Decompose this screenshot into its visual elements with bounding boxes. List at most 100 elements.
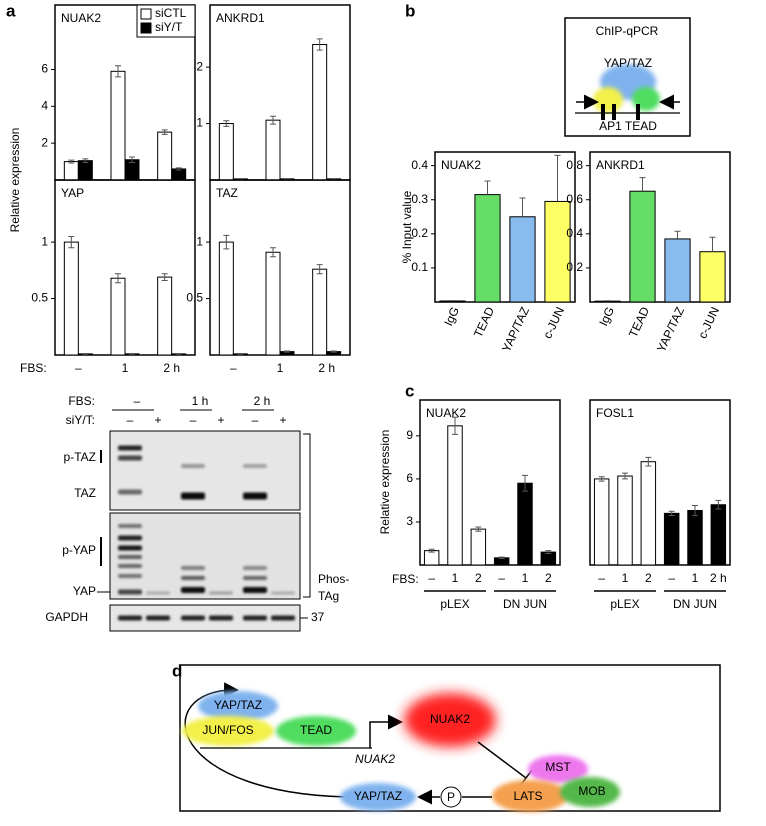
y-tick-label: 1: [41, 234, 48, 248]
x-tick-label: c-JUN: [540, 305, 567, 341]
bar: [63, 241, 79, 356]
panel-label: b: [405, 1, 415, 20]
y-tick-label: 0.4: [411, 158, 428, 172]
y-tick-label: 0.4: [566, 226, 583, 240]
blot-band: [118, 589, 142, 595]
marker-label: 37: [311, 610, 325, 624]
blot-band: [118, 535, 142, 541]
x-tick-label: –: [598, 571, 605, 585]
error-bar: [452, 416, 458, 435]
group-label: pLEX: [610, 597, 639, 611]
group-label: DN JUN: [673, 597, 717, 611]
x-tick-label: –: [75, 361, 82, 375]
blot-band: [243, 464, 267, 468]
bar: [110, 277, 126, 356]
chip-schematic: ChIP-qPCR YAP/TAZ AP1 TEAD: [564, 17, 691, 137]
error-bar: [598, 476, 605, 482]
legend-label: siY/T: [155, 20, 183, 34]
error-bar: [175, 353, 182, 355]
blot-band: [209, 591, 233, 595]
bar: [265, 251, 281, 356]
error-bar: [715, 499, 722, 510]
node-label: YAP/TAZ: [354, 789, 402, 803]
y-tick-label: 2: [41, 135, 48, 149]
error-bar: [428, 548, 435, 553]
error-bar: [223, 120, 230, 127]
blot-band: [118, 445, 142, 451]
phos-tag-label: TAg: [318, 589, 339, 603]
x-tick-label: 2: [545, 571, 552, 585]
plot-frame: [589, 151, 731, 303]
blot-band: [181, 464, 205, 468]
error-bar: [484, 180, 491, 195]
x-tick-label: YAP/TAZ: [499, 305, 532, 355]
x-tick-label: TEAD: [626, 304, 652, 339]
plot-frame: [419, 399, 561, 566]
y-tick-label: 3: [406, 514, 413, 528]
blot-band: [118, 615, 142, 621]
error-bar: [284, 350, 290, 353]
blot-membrane: [109, 430, 301, 511]
x-tick-label: 2 h: [710, 571, 727, 585]
y-tick-label: 0.2: [411, 226, 428, 240]
y-tick-label: 0.8: [566, 158, 583, 172]
bar: [218, 241, 234, 356]
error-bar: [237, 178, 244, 180]
bar: [517, 482, 533, 566]
blot-band: [209, 615, 233, 621]
mob-node: [560, 777, 620, 807]
blot-band: [271, 615, 295, 621]
bar: [157, 131, 173, 181]
error-bar: [270, 115, 276, 125]
x-tick-label: 2: [475, 571, 482, 585]
error-bar: [519, 197, 526, 217]
bar: [640, 461, 657, 566]
y-tick-label: 1: [196, 234, 203, 248]
chart-title: YAP: [61, 186, 84, 200]
x-tick-label: –: [668, 571, 675, 585]
bar: [663, 512, 680, 566]
condition-label: 1 h: [192, 394, 209, 408]
inhibition: [477, 741, 533, 787]
error-bar: [639, 177, 646, 192]
site: [612, 104, 616, 120]
plot-frame: [589, 399, 731, 566]
blot-band: [118, 564, 142, 568]
chart-title: NUAK2: [441, 158, 481, 172]
blot-band: [118, 555, 142, 559]
error-bar: [709, 236, 716, 252]
chart-title: ANKRD1: [216, 11, 265, 25]
bar: [312, 44, 328, 181]
error-bar: [284, 178, 290, 180]
bar: [218, 123, 234, 181]
blot-band: [243, 576, 267, 580]
jun-fos-node: [182, 716, 274, 746]
ap1-blob: [593, 87, 623, 113]
error-bar: [129, 156, 135, 163]
panel-label: d: [172, 661, 182, 680]
x-tick-label: 2 h: [163, 361, 180, 375]
condition-label: –: [134, 394, 141, 408]
band-label: YAP: [73, 584, 96, 598]
x-tick-label: IgG: [441, 305, 462, 328]
y-tick-label: 1: [196, 116, 203, 130]
bar: [593, 478, 610, 566]
error-bar: [82, 158, 89, 163]
error-bar: [668, 510, 675, 516]
blot-band: [181, 566, 205, 570]
chart-title: NUAK2: [426, 406, 466, 420]
band-label: GAPDH: [45, 610, 88, 624]
error-bar: [674, 230, 681, 239]
bar: [544, 200, 571, 303]
blot-band: [118, 574, 142, 578]
blot-band: [243, 615, 267, 621]
y-tick-label: 0.5: [186, 291, 203, 305]
x-tick-label: –: [230, 361, 237, 375]
error-bar: [545, 550, 552, 555]
x-tick-label: 1: [452, 571, 459, 585]
blot-band: [271, 591, 295, 595]
legend-swatch: [140, 22, 152, 34]
x-tick-label: 1: [622, 571, 629, 585]
node-label: NUAK2: [430, 712, 470, 726]
